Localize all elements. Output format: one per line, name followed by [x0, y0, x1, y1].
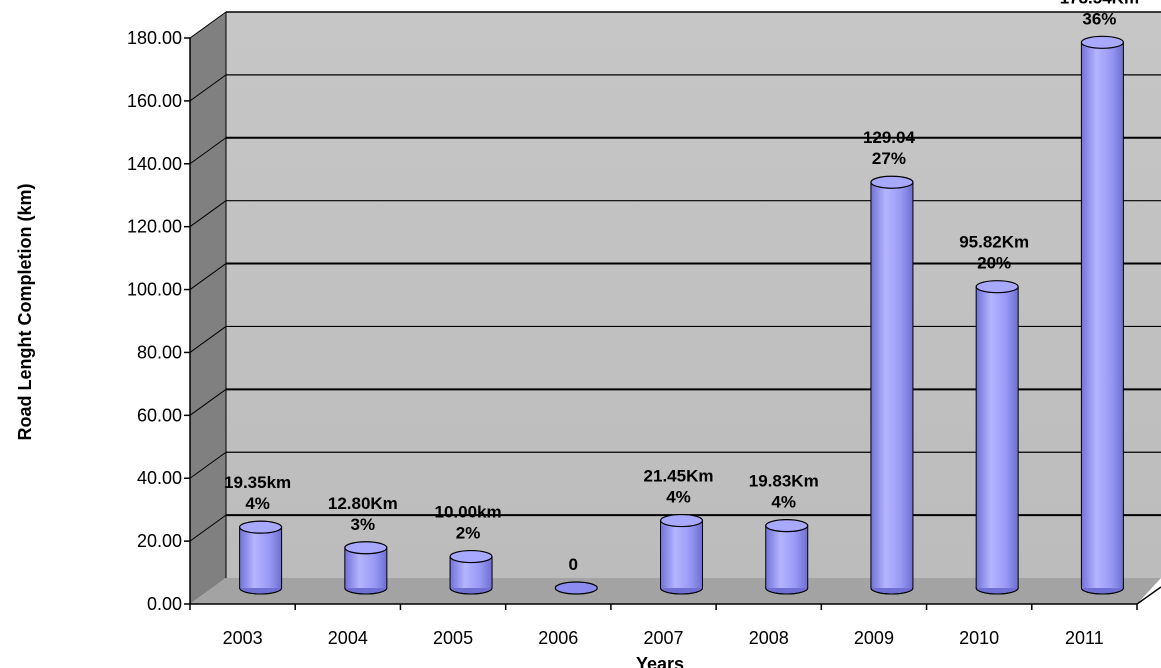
bar — [765, 519, 809, 595]
y-axis-ticks: 0.00 20.00 40.00 60.00 80.00 100.00 120.00 140.… — [127, 28, 190, 614]
y-tick-label: 120.00 — [127, 217, 182, 237]
side-gridline — [189, 263, 227, 290]
side-gridline — [189, 388, 227, 416]
data-label: 4% — [245, 494, 270, 513]
y-tick-label: 60.00 — [137, 405, 182, 425]
data-label: 36% — [1082, 9, 1116, 28]
bar — [975, 280, 1019, 595]
data-label: 129.04 — [863, 128, 916, 147]
y-tick-label: 160.00 — [127, 91, 182, 111]
data-label: 27% — [872, 149, 906, 168]
y-tick-label: 100.00 — [127, 280, 182, 300]
side-gridline — [189, 200, 227, 228]
data-label: 3% — [351, 515, 376, 534]
side-gridline — [189, 514, 227, 542]
x-axis-title: Years — [636, 654, 684, 668]
data-label: 173.54Km — [1060, 0, 1139, 7]
x-axis-ticks: 2003 2004 2005 2006 2007 2008 2009 2010 2011 — [189, 604, 1138, 648]
back-wall — [226, 12, 1161, 578]
y-tick-label: 40.00 — [137, 468, 182, 488]
y-tick-label: 140.00 — [127, 154, 182, 174]
side-gridline — [189, 326, 227, 353]
y-tick-label: 80.00 — [137, 342, 182, 362]
bar — [659, 513, 704, 595]
data-label: 20% — [977, 254, 1011, 273]
bar — [870, 175, 914, 595]
y-tick-label: 20.00 — [137, 531, 182, 551]
data-label: 4% — [771, 493, 796, 512]
side-gridline — [189, 137, 227, 165]
y-tick-label: 180.00 — [127, 28, 182, 48]
x-tick-label: 2011 — [1065, 628, 1104, 648]
x-tick-label: 2004 — [328, 628, 368, 648]
bar — [1080, 35, 1124, 595]
x-tick-label: 2006 — [538, 628, 578, 648]
y-tick-label: 0.00 — [147, 594, 182, 614]
bar — [449, 549, 493, 595]
x-tick-label: 2009 — [854, 628, 894, 648]
side-wall — [190, 12, 226, 604]
data-label: 19.83Km — [749, 472, 819, 491]
data-label: 10.00km — [434, 503, 501, 522]
data-label: 12.80Km — [328, 494, 398, 513]
data-label: 0 — [569, 555, 578, 574]
bar — [239, 520, 283, 595]
data-labels: 19.35km 4% 12.80Km 3% 10.00km 2% 0 21.45Km 4% 19.… — [224, 0, 1139, 574]
data-label: 2% — [456, 524, 481, 543]
side-gridline — [189, 451, 227, 479]
x-tick-label: 2007 — [643, 628, 683, 648]
bar — [554, 581, 598, 595]
bars — [239, 35, 1124, 595]
side-top-edge — [189, 11, 227, 39]
floor-right-edge — [1136, 586, 1161, 605]
x-tick-label: 2008 — [749, 628, 789, 648]
side-gridline — [189, 74, 227, 102]
bar — [344, 541, 388, 595]
x-tick-label: 2003 — [223, 628, 263, 648]
data-label: 95.82Km — [959, 233, 1029, 252]
x-tick-label: 2005 — [433, 628, 473, 648]
y-axis-title: Road Lenght Completion (km) — [15, 184, 35, 441]
data-label: 4% — [666, 488, 691, 507]
data-label: 19.35km — [224, 473, 291, 492]
x-tick-label: 2010 — [959, 628, 999, 648]
data-label: 21.45Km — [644, 467, 714, 486]
